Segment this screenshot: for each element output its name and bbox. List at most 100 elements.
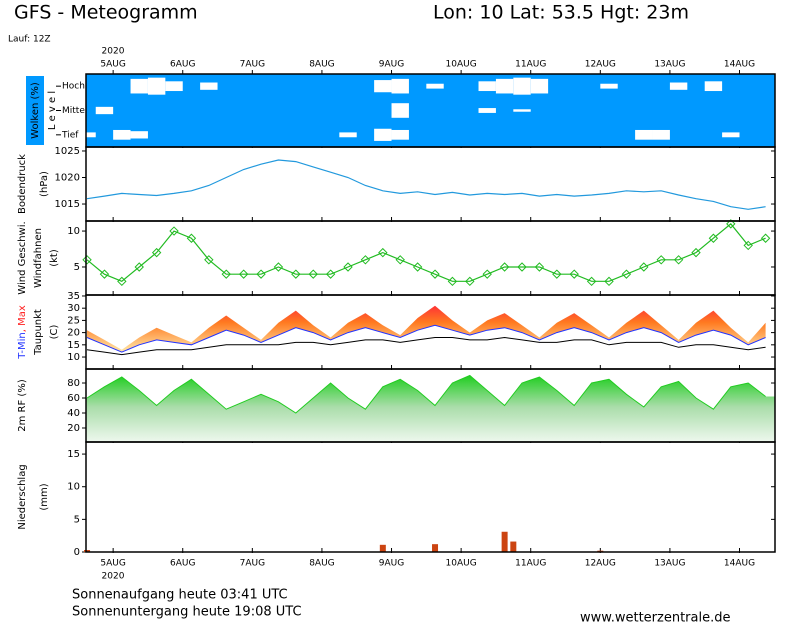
cloud-cell (95, 106, 114, 115)
x-tick-label-bottom: 5AUG (100, 559, 125, 569)
x-tick-label-top: 6AUG (170, 60, 195, 70)
cloud-cell (722, 132, 740, 138)
marker (256, 269, 266, 279)
cloud-cell (200, 82, 218, 90)
x-tick-label-top: 11AUG (515, 60, 546, 70)
cloud-cell (513, 109, 531, 112)
run: Lauf: 12Z (8, 35, 51, 45)
marker (673, 255, 684, 265)
y-tick-label: 25 (67, 315, 80, 326)
level-label: Mittel (62, 106, 87, 116)
marker (656, 255, 666, 265)
x-tick-label-bottom: 6AUG (170, 559, 195, 569)
y-tick-label: 40 (67, 408, 80, 419)
y-tick-label: 5 (74, 262, 80, 273)
x-tick-label-bottom: 7AUG (240, 559, 265, 569)
marker (517, 262, 527, 272)
x-tick-label-top: 12AUG (585, 60, 616, 70)
y-tick-label: 10 (67, 482, 80, 493)
x-tick-label-top: 14AUG (724, 60, 755, 70)
y-tick-label: 1025 (55, 146, 80, 157)
x-tick-label-bottom: 14AUG (724, 559, 755, 569)
cloud-cell (600, 83, 618, 89)
panel: 2m RF (%) 20 40 60 80 (17, 368, 776, 443)
x-tick-label-bottom: 12AUG (585, 559, 616, 569)
y-tick-label: 20 (67, 328, 80, 339)
x-tick-label-bottom: 8AUG (309, 559, 334, 569)
y-axis-label: Wind Geschwi. (17, 221, 28, 294)
cloud-cell (78, 132, 96, 138)
y-axis-label: Wolken (%) (30, 82, 41, 139)
x-tick-label-top: 10AUG (446, 60, 477, 70)
cloud-cell (130, 131, 148, 139)
marker (82, 255, 92, 265)
year-top: 2020 (102, 47, 125, 57)
y-axis-label-part: T-Min (17, 332, 28, 360)
sunrise: Sonnenaufgang heute 03:41 UTC (72, 588, 288, 603)
x-tick-label-bottom: 11AUG (515, 559, 546, 569)
line (86, 223, 766, 282)
y-tick-label: 80 (67, 378, 80, 389)
x-tick-label-top: 5AUG (100, 60, 125, 70)
temp-line (86, 324, 766, 353)
cloud-cell (704, 81, 723, 92)
line (86, 159, 766, 210)
area (86, 375, 775, 442)
x-tick-label-top: 9AUG (379, 60, 404, 70)
y-tick-label: 5 (74, 514, 80, 525)
bar (510, 541, 517, 552)
cloud-cell (113, 129, 131, 140)
title: GFS - Meteogramm (14, 2, 198, 24)
cloud-cell (339, 132, 357, 138)
marker (586, 276, 597, 287)
y-axis-label: (C) (49, 325, 60, 340)
temp-band (87, 305, 766, 353)
panel-frame (85, 294, 776, 370)
y-tick-label: 10 (67, 226, 80, 237)
y-tick-label: 20 (67, 423, 80, 434)
cloud-cell (478, 81, 496, 92)
y-axis-label: Niederschlag (17, 464, 28, 529)
y-tick-label: 30 (67, 303, 80, 314)
panel-frame (85, 146, 776, 222)
marker (621, 269, 632, 279)
temp-line (86, 336, 766, 356)
bar (432, 544, 439, 552)
source: www.wetterzentrale.de (580, 611, 730, 625)
marker (360, 255, 371, 265)
marker (343, 262, 353, 272)
panel: Wind Geschwi. Windfahnen (kt) 5 10 (17, 219, 776, 296)
marker (726, 219, 736, 229)
y-axis-label: Taupunkt (33, 309, 44, 356)
y-tick-label: 15 (67, 449, 80, 460)
marker (482, 269, 492, 279)
cloud-cell (513, 77, 531, 95)
x-tick-label-bottom: 9AUG (379, 559, 404, 569)
cloud-cell (147, 77, 166, 95)
cloud-cell (635, 129, 653, 140)
bar (84, 550, 91, 552)
x-tick-label-top: 7AUG (240, 60, 265, 70)
y-axis-label: 2m RF (%) (17, 379, 28, 432)
y-axis-label: (kt) (49, 249, 60, 267)
location: Lon: 10 Lat: 53.5 Hgt: 23m (433, 2, 689, 24)
year-bottom: 2020 (102, 572, 125, 582)
marker (691, 247, 701, 258)
marker (639, 262, 649, 272)
y-axis-label: Bodendruck (17, 154, 28, 214)
marker (499, 262, 510, 272)
marker (186, 233, 197, 243)
marker (430, 269, 440, 279)
marker (221, 269, 231, 279)
panel-frame (85, 441, 776, 553)
y-tick-label: 1015 (55, 199, 80, 210)
sunset: Sonnenuntergang heute 19:08 UTC (72, 605, 302, 620)
cloud-cell (165, 81, 183, 92)
cloud-cell (426, 83, 444, 89)
x-tick-label-bottom: 10AUG (446, 559, 477, 569)
marker (169, 226, 179, 236)
marker (412, 262, 423, 272)
marker (273, 262, 284, 272)
y-axis-label: Windfahnen (33, 228, 44, 288)
